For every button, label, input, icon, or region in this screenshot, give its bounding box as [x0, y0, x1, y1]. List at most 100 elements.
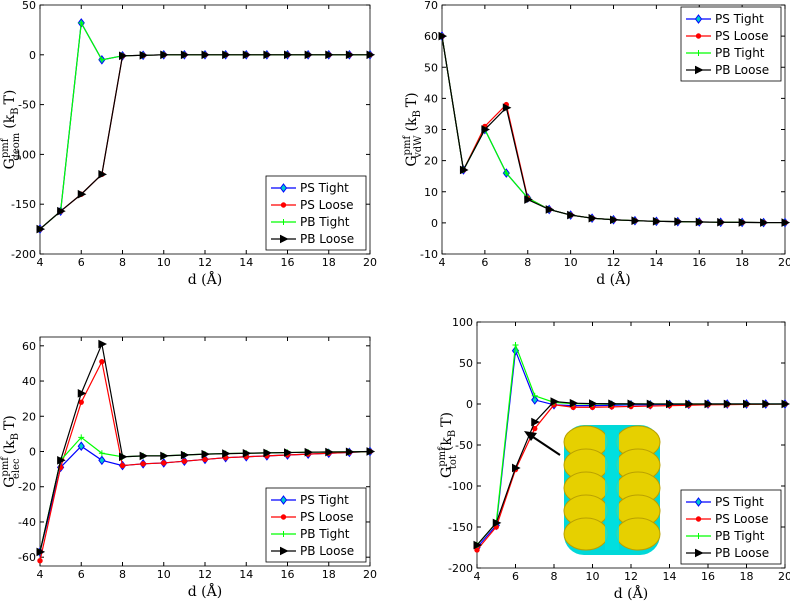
- x-tick-label: 4: [439, 256, 446, 269]
- x-tick-label: 18: [322, 256, 336, 269]
- marker: [222, 449, 231, 458]
- legend-label: PB Tight: [300, 215, 350, 229]
- marker: [646, 399, 656, 409]
- marker: [608, 399, 617, 409]
- marker: [738, 218, 748, 227]
- marker: [201, 449, 211, 459]
- x-tick-label: 10: [564, 256, 578, 269]
- y-axis-label-part: vdW: [413, 135, 424, 159]
- y-axis-label-part: T): [404, 92, 420, 107]
- marker: [202, 456, 208, 463]
- x-tick-label: 8: [119, 256, 126, 269]
- y-axis-label-part: pmf: [437, 446, 448, 467]
- x-tick-label: 14: [663, 570, 677, 583]
- marker: [674, 217, 683, 226]
- subplot: 4 6 8 10 12 14 16 18 20 -200 -150 -100 -50 0 50 d (Å) Gp…: [0, 0, 377, 288]
- y-tick-label: 0: [29, 446, 36, 459]
- y-axis-label-part: B: [447, 430, 458, 437]
- legend-marker: [280, 202, 287, 208]
- x-tick-label: 16: [281, 256, 295, 269]
- legend-marker: [280, 546, 289, 556]
- marker: [325, 50, 334, 60]
- marker: [459, 165, 469, 175]
- y-tick-label: 20: [424, 155, 438, 168]
- marker: [284, 448, 293, 457]
- legend-marker: [695, 50, 702, 56]
- legend-label: PS Loose: [300, 510, 353, 524]
- x-tick-label: 6: [481, 256, 488, 269]
- legend-label: PB Loose: [300, 544, 354, 558]
- y-tick-label: -200: [11, 248, 36, 261]
- marker: [631, 216, 641, 226]
- y-tick-label: 60: [22, 340, 36, 353]
- y-tick-label: 0: [29, 49, 36, 62]
- marker: [652, 217, 662, 226]
- legend-marker: [280, 531, 287, 537]
- y-tick-label: 70: [424, 0, 438, 12]
- marker: [139, 451, 149, 461]
- molecule-inset: [524, 425, 661, 555]
- marker: [627, 399, 637, 409]
- marker: [180, 450, 190, 460]
- marker: [284, 50, 293, 60]
- y-tick-label: -60: [18, 551, 36, 564]
- marker: [304, 50, 314, 60]
- y-tick-label: -150: [11, 198, 36, 211]
- marker: [760, 218, 769, 227]
- legend-label: PS Loose: [715, 29, 768, 43]
- marker: [180, 50, 190, 60]
- y-axis-label-part: pmf: [0, 137, 11, 158]
- legend-label: PB Loose: [715, 546, 769, 560]
- y-tick-label: 50: [459, 357, 473, 370]
- x-axis-label: d (Å): [614, 584, 648, 602]
- x-axis-label: d (Å): [188, 270, 222, 288]
- legend-marker: [280, 514, 287, 520]
- marker: [589, 399, 598, 408]
- marker: [503, 170, 510, 177]
- y-tick-label: 50: [22, 0, 36, 12]
- marker: [512, 341, 519, 348]
- y-tick-label: -50: [18, 99, 36, 112]
- marker: [366, 447, 376, 456]
- x-tick-label: 16: [701, 570, 715, 583]
- y-tick-label: 0: [431, 217, 438, 230]
- x-tick-label: 16: [692, 256, 706, 269]
- marker: [492, 518, 502, 528]
- x-tick-label: 20: [778, 570, 790, 583]
- marker: [474, 547, 480, 553]
- x-tick-label: 6: [78, 256, 85, 269]
- marker: [78, 19, 85, 26]
- legend: PS Tight PS Loose PB Tight PB Loose: [265, 175, 367, 251]
- y-tick-label: -100: [11, 148, 36, 161]
- x-tick-label: 12: [198, 256, 212, 269]
- marker: [366, 50, 376, 60]
- marker: [119, 462, 126, 469]
- x-tick-label: 6: [78, 568, 85, 581]
- legend-label: PS Tight: [715, 12, 764, 26]
- y-axis-label-part: (k: [2, 440, 18, 454]
- x-tick-label: 18: [322, 568, 336, 581]
- x-tick-label: 12: [198, 568, 212, 581]
- x-tick-label: 10: [157, 568, 171, 581]
- marker: [36, 224, 46, 234]
- x-tick-label: 6: [512, 570, 519, 583]
- legend-label: PB Tight: [715, 46, 765, 60]
- marker: [610, 215, 619, 225]
- marker: [567, 210, 576, 220]
- marker: [545, 205, 555, 214]
- y-axis-label: Gpmfelec (kB T): [0, 415, 22, 488]
- y-axis-label-part: T): [2, 415, 18, 430]
- y-axis-label-part: pmf: [402, 135, 413, 156]
- x-tick-label: 20: [363, 568, 377, 581]
- marker: [531, 417, 540, 427]
- marker: [98, 339, 107, 349]
- y-axis-label-part: (k: [404, 117, 420, 131]
- y-tick-label: -20: [18, 481, 36, 494]
- x-tick-label: 8: [119, 568, 126, 581]
- y-axis-label-part: G: [2, 158, 18, 169]
- marker: [695, 217, 705, 227]
- marker: [57, 206, 66, 216]
- y-tick-label: 30: [424, 124, 438, 137]
- marker: [36, 547, 46, 557]
- marker: [481, 125, 490, 134]
